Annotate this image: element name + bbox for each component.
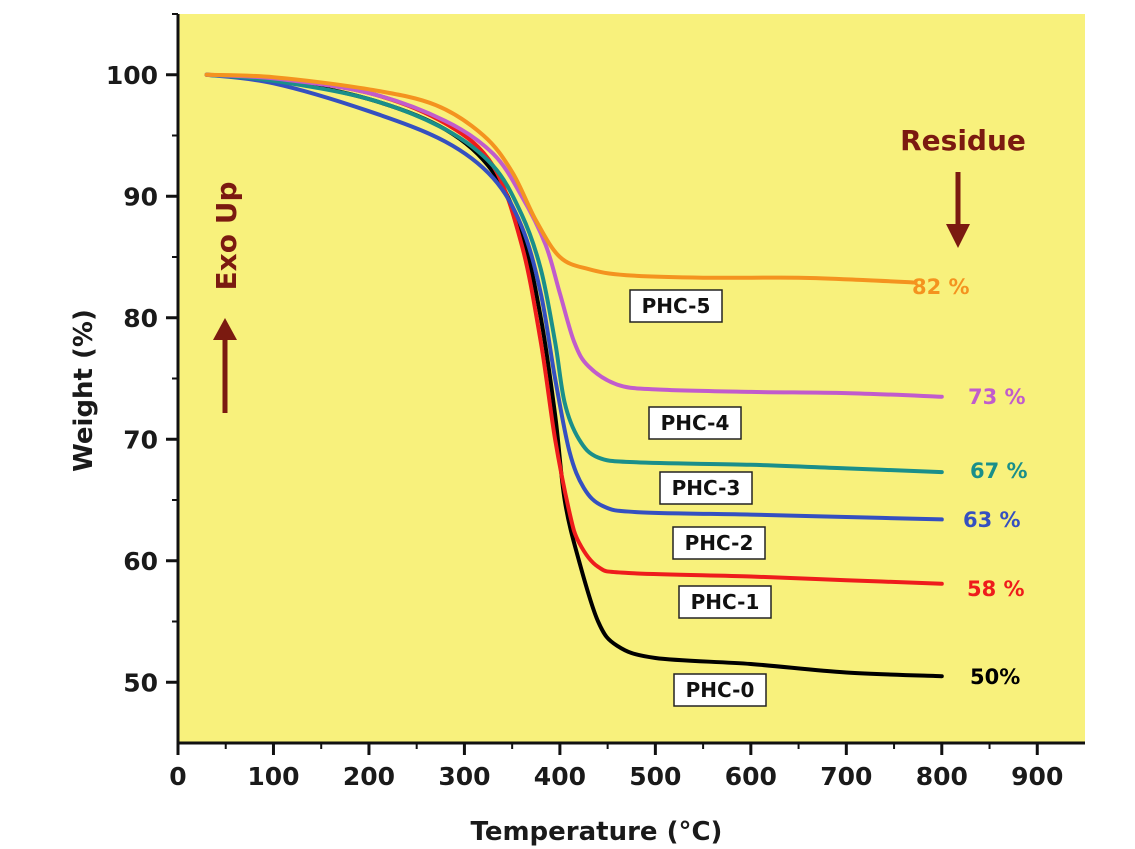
series-name-label: PHC-2 xyxy=(685,531,754,555)
series-name-box xyxy=(672,526,766,560)
annotations: Exo Up Residue xyxy=(210,124,1026,413)
series-labels: PHC-0 50% PHC-1 58 % PHC-2 63 % PHC-3 67 % PHC-4… xyxy=(629,275,1028,707)
x-tick-label: 400 xyxy=(534,762,586,791)
plot-background xyxy=(178,14,1085,743)
residue-value-label: 63 % xyxy=(963,508,1021,532)
y-tick-label: 80 xyxy=(123,304,158,333)
series-name-label: PHC-1 xyxy=(691,590,760,614)
x-tick-label: 0 xyxy=(169,762,186,791)
residue-value-label: 67 % xyxy=(970,459,1028,483)
x-tick-label: 600 xyxy=(725,762,777,791)
axes: 0 100 200 300 400 500 600 700 800 900 50 60 70 80 90 10… xyxy=(69,13,1085,847)
x-tick-label: 100 xyxy=(247,762,299,791)
residue-arrow-head xyxy=(946,224,970,248)
x-tick-label: 800 xyxy=(916,762,968,791)
x-tick-label: 300 xyxy=(438,762,490,791)
series-line-phc-4 xyxy=(204,72,944,399)
y-tick-label: 70 xyxy=(123,425,158,454)
x-axis-title: Temperature (°C) xyxy=(471,817,723,847)
series-name-label: PHC-0 xyxy=(686,678,755,702)
series-line-phc-5 xyxy=(204,72,916,285)
exo-up-arrow-head xyxy=(213,318,237,340)
y-tick-label: 90 xyxy=(123,182,158,211)
residue-value-label: 58 % xyxy=(967,577,1025,601)
x-tick-label: 500 xyxy=(629,762,681,791)
series-name-box xyxy=(673,673,767,707)
y-tick-label: 100 xyxy=(106,61,158,90)
series-name-label: PHC-4 xyxy=(661,411,730,435)
exo-up-label: Exo Up xyxy=(210,182,243,291)
series-name-box xyxy=(659,471,753,505)
series-line-phc-3 xyxy=(204,72,944,475)
residue-label: Residue xyxy=(900,124,1026,157)
y-tick-label: 60 xyxy=(123,547,158,576)
residue-value-label: 82 % xyxy=(912,275,970,299)
y-axis-title: Weight (%) xyxy=(69,309,99,472)
x-tick-label: 700 xyxy=(820,762,872,791)
series-layer xyxy=(204,72,944,679)
residue-value-label: 50% xyxy=(970,665,1020,689)
series-name-box xyxy=(629,289,723,323)
y-tick-label: 50 xyxy=(123,668,158,697)
series-name-box xyxy=(648,406,742,440)
series-line-phc-2 xyxy=(204,72,944,522)
residue-value-label: 73 % xyxy=(968,385,1026,409)
series-name-box xyxy=(678,585,772,619)
series-name-label: PHC-3 xyxy=(672,476,741,500)
x-tick-label: 200 xyxy=(343,762,395,791)
x-tick-label: 900 xyxy=(1011,762,1063,791)
series-name-label: PHC-5 xyxy=(642,294,711,318)
